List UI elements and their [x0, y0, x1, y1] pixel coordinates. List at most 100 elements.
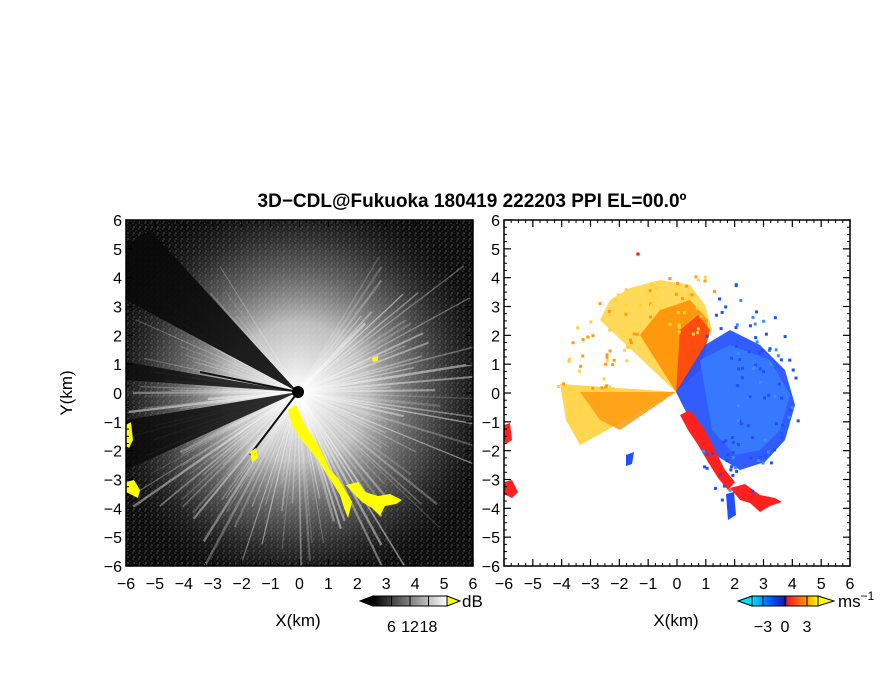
velocity-speckle-pixel: [653, 296, 657, 300]
clutter-region: [372, 356, 378, 362]
velocity-speckle-pixel: [736, 443, 740, 447]
echo-ray: [126, 390, 299, 395]
velocity-speckle-pixel: [763, 438, 767, 442]
velocity-speckle-pixel: [730, 436, 734, 440]
clutter-region: [288, 405, 352, 518]
velocity-speckle-pixel: [607, 312, 611, 316]
velocity-speckle-pixel: [629, 341, 633, 345]
velocity-speckle-pixel: [682, 311, 686, 315]
y-tick-label: 5: [113, 242, 122, 259]
colorbar-unit: ms−1: [838, 589, 875, 611]
velocity-speckle-pixel: [703, 279, 707, 283]
blocked-sector-sw: [126, 392, 298, 470]
x-tick-label: 4: [411, 576, 420, 593]
velocity-speckle-pixel: [713, 289, 717, 293]
colorbar-max-arrow: [446, 595, 462, 607]
velocity-speckle-pixel: [686, 296, 690, 300]
echo-ray: [133, 391, 299, 495]
right-y-tick-labels: 6 5 4 3 2 1 0 −1 −2 −3 −4 −5 −6: [482, 213, 500, 576]
velocity-speckle-pixel: [624, 303, 628, 307]
velocity-speckle-pixel: [705, 466, 709, 470]
velocity-speckle-pixel: [764, 332, 768, 336]
velocity-speckle-pixel: [794, 376, 798, 380]
x-tick-label: −3: [204, 576, 222, 593]
velocity-speckle-pixel: [696, 278, 700, 282]
velocity-clutter: [730, 484, 782, 512]
echo-ray: [297, 390, 473, 447]
right-x-axis-label: X(km): [653, 611, 698, 630]
echo-ray: [297, 362, 473, 394]
colorbar-tick-label: 18: [420, 619, 438, 636]
velocity-speckle-pixel: [695, 306, 699, 310]
echo-rays: [126, 256, 473, 566]
velocity-speckle-pixel: [623, 348, 627, 352]
x-tick-label: 2: [353, 576, 362, 593]
velocity-speckle-pixel: [577, 369, 581, 373]
y-tick-label: 6: [113, 213, 122, 230]
echo-ray: [135, 319, 299, 393]
velocity-speckle-pixel: [722, 440, 726, 444]
velocity-speckle-pixel: [579, 364, 583, 368]
velocity-speckle-pixel: [755, 340, 759, 344]
velocity-speckle-pixel: [791, 368, 795, 372]
velocity-speckle-pixel: [769, 362, 773, 366]
x-tick-label: −4: [175, 576, 193, 593]
echo-ray: [297, 391, 406, 566]
velocity-speckle-pixel: [730, 356, 734, 360]
velocity-speckle-pixel: [703, 275, 707, 279]
velocity-speckle-pixel: [581, 354, 585, 358]
y-tick-label: 4: [491, 271, 500, 288]
velocity-speckle-pixel: [719, 327, 723, 331]
velocity-speckle-pixel: [670, 330, 674, 334]
velocity-speckle-pixel: [687, 308, 691, 312]
velocity-speckle-pixel: [685, 284, 689, 288]
x-tick-label: 4: [788, 576, 797, 593]
velocity-speckle-pixel: [763, 454, 767, 458]
velocity-speckle-pixel: [761, 348, 765, 352]
velocity-speckle-pixel: [628, 338, 632, 342]
velocity-speckle-pixel: [735, 384, 739, 388]
x-tick-label: −6: [495, 576, 513, 593]
velocity-speckle-pixel: [762, 370, 766, 374]
echo-ray: [226, 391, 299, 513]
echo-ray: [297, 265, 465, 393]
velocity-speckle-pixel: [611, 387, 615, 391]
velocity-speckle-pixel: [571, 341, 575, 345]
velocity-speckle-pixel: [713, 486, 717, 490]
y-tick-label: −5: [482, 530, 500, 547]
echo-ray: [197, 391, 299, 409]
velocity-speckle-pixel: [724, 305, 728, 309]
echo-ray: [202, 391, 299, 476]
x-tick-label: 5: [440, 576, 449, 593]
echo-ray: [297, 341, 429, 393]
blocked-line: [199, 371, 299, 393]
velocity-speckle-pixel: [751, 436, 755, 440]
echo-ray: [297, 391, 473, 418]
velocity-speckle-pixel: [567, 358, 571, 362]
colorbar-max-arrow: [817, 595, 836, 607]
echo-ray: [140, 386, 299, 393]
velocity-speckle-pixel: [746, 396, 750, 400]
echo-ray: [297, 391, 386, 497]
velocity-speckle-pixel: [719, 473, 723, 477]
echo-ray: [297, 297, 471, 393]
x-tick-label: 1: [324, 576, 333, 593]
velocity-speckle-pixel: [758, 367, 762, 371]
echo-ray: [194, 385, 299, 393]
echo-ray: [217, 391, 299, 449]
velocity-speckle-pixel: [759, 380, 763, 384]
echo-ray: [297, 391, 338, 484]
y-tick-label: −3: [104, 473, 122, 490]
velocity-speckle-pixel: [668, 277, 672, 281]
echo-ray: [153, 391, 299, 473]
echo-ray: [207, 390, 299, 401]
snr-colorbar: 6 12 18 dB: [358, 592, 483, 636]
x-tick-label: 3: [382, 576, 391, 593]
right-panel: −6 −5 −4 −3 −2 −1 0 1 2 3 4 5 6 6543210−1−2−3−4−5−6 …: [482, 213, 855, 630]
velocity-speckle-pixel: [690, 293, 694, 297]
echo-ray: [297, 293, 404, 393]
echo-ray: [297, 315, 362, 393]
x-tick-label: −3: [581, 576, 599, 593]
velocity-speckle-pixel: [736, 352, 740, 356]
